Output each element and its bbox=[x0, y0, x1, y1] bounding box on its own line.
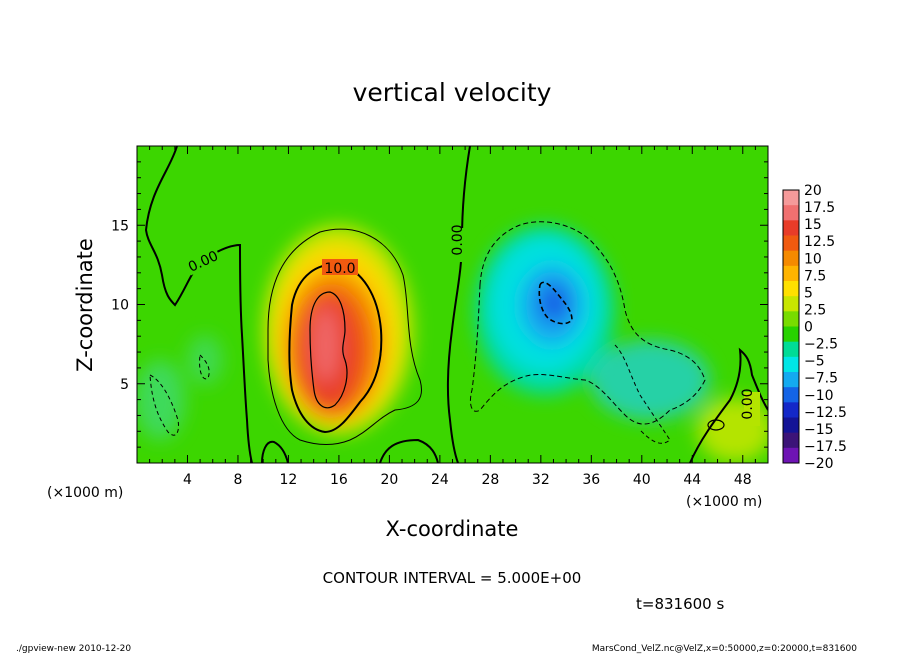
colorbar-label: 12.5 bbox=[804, 234, 835, 250]
colorbar-swatch bbox=[783, 190, 799, 206]
colorbar-frame bbox=[782, 189, 800, 464]
colorbar-label: 0 bbox=[804, 320, 813, 336]
colorbar-swatch bbox=[783, 447, 799, 464]
axis-ticks bbox=[137, 146, 768, 463]
time-label: t=831600 s bbox=[636, 595, 724, 613]
x-unit-right: (×1000 m) bbox=[686, 494, 762, 510]
colorbar-label: 20 bbox=[804, 183, 822, 199]
footer-right: MarsCond_VelZ.nc@VelZ,x=0:50000,z=0:2000… bbox=[592, 644, 857, 654]
colorbar-swatch bbox=[783, 341, 799, 358]
colorbar-label: −17.5 bbox=[804, 439, 847, 455]
colorbar-label: 2.5 bbox=[804, 302, 826, 318]
shade-cyan-tail bbox=[590, 340, 710, 420]
contour-label-3: 0.00 bbox=[450, 224, 466, 255]
y-tick-labels: 5 10 15 bbox=[111, 218, 129, 393]
colorbar-swatch bbox=[783, 250, 799, 267]
colorbar-swatch bbox=[783, 402, 799, 418]
colorbar bbox=[782, 189, 800, 464]
colorbar-label: −12.5 bbox=[804, 405, 847, 421]
footer-left: ./gpview-new 2010-12-20 bbox=[16, 644, 131, 654]
x-tick-label: 8 bbox=[233, 472, 242, 488]
colorbar-label: −5 bbox=[804, 354, 825, 370]
plot-area: 0.00 10.0 0.00 0.00 bbox=[137, 146, 768, 463]
x-tick-label: 48 bbox=[734, 472, 752, 488]
x-axis-label: X-coordinate bbox=[386, 517, 519, 541]
x-tick-labels: 4 8 12 16 20 24 28 32 36 40 44 48 bbox=[183, 472, 752, 488]
colorbar-swatch bbox=[783, 281, 799, 297]
x-tick-label: 28 bbox=[481, 472, 499, 488]
colorbar-label: −10 bbox=[804, 388, 834, 404]
colorbar-swatch bbox=[783, 296, 799, 312]
contour-zero-small bbox=[707, 419, 725, 431]
contour-label-4: 0.00 bbox=[740, 388, 756, 419]
colorbar-swatch bbox=[783, 432, 799, 449]
shade-blue bbox=[538, 283, 570, 323]
colorbar-swatch bbox=[783, 311, 799, 327]
contour-label-bg-1 bbox=[184, 246, 222, 276]
contour-minus-left bbox=[149, 374, 179, 436]
contour-fifteen bbox=[309, 291, 348, 409]
x-tick-label: 32 bbox=[532, 472, 550, 488]
contour-label-bg-4 bbox=[744, 392, 760, 426]
x-tick-label: 24 bbox=[431, 472, 449, 488]
x-tick-label: 12 bbox=[280, 472, 298, 488]
contour-label-bg-2 bbox=[322, 259, 358, 275]
colorbar-label: −2.5 bbox=[804, 337, 838, 353]
colorbar-swatch bbox=[783, 372, 799, 388]
contour-zero-middle bbox=[446, 146, 471, 463]
x-tick-label: 4 bbox=[183, 472, 192, 488]
chart-title: vertical velocity bbox=[353, 78, 552, 107]
contour-zero-bottom2 bbox=[379, 438, 439, 463]
y-tick-label: 15 bbox=[111, 218, 129, 234]
x-tick-label: 16 bbox=[330, 472, 348, 488]
colorbar-label: 15 bbox=[804, 217, 822, 233]
contour-label-backgrounds bbox=[184, 228, 760, 426]
colorbar-swatch bbox=[783, 356, 799, 373]
colorbar-swatch bbox=[783, 417, 799, 434]
y-tick-label: 5 bbox=[120, 377, 129, 393]
colorbar-swatch bbox=[783, 326, 799, 343]
shade-cyan-left bbox=[137, 360, 185, 440]
colorbar-label: −15 bbox=[804, 422, 834, 438]
x-tick-label: 36 bbox=[582, 472, 600, 488]
colorbar-label: 17.5 bbox=[804, 200, 835, 216]
y-axis-label: Z-coordinate bbox=[73, 238, 97, 372]
colorbar-label: 10 bbox=[804, 251, 822, 267]
contour-minus-ten bbox=[538, 281, 573, 325]
contour-interval: CONTOUR INTERVAL = 5.000E+00 bbox=[323, 569, 582, 587]
colorbar-label: −20 bbox=[804, 456, 834, 472]
contour-label-bg-3 bbox=[454, 228, 470, 262]
x-tick-label: 20 bbox=[380, 472, 398, 488]
colorbar-label: 5 bbox=[804, 285, 813, 301]
colorbar-swatch bbox=[783, 205, 799, 221]
x-unit-left: (×1000 m) bbox=[47, 485, 123, 501]
contour-label-2: 10.0 bbox=[324, 261, 355, 277]
y-tick-label: 10 bbox=[111, 298, 129, 314]
x-tick-label: 40 bbox=[633, 472, 651, 488]
colorbar-swatch bbox=[783, 265, 799, 282]
contour-zero-right bbox=[689, 347, 768, 463]
colorbar-swatch bbox=[783, 387, 799, 403]
x-tick-label: 44 bbox=[683, 472, 701, 488]
contour-minus-tail bbox=[614, 344, 671, 444]
contour-five bbox=[267, 228, 422, 445]
colorbar-swatch bbox=[783, 235, 799, 252]
shade-pink bbox=[313, 307, 339, 383]
contour-zero-bottom bbox=[261, 440, 289, 463]
colorbar-label: 7.5 bbox=[804, 268, 826, 284]
colorbar-swatch bbox=[783, 220, 799, 236]
colorbar-label: −7.5 bbox=[804, 371, 838, 387]
